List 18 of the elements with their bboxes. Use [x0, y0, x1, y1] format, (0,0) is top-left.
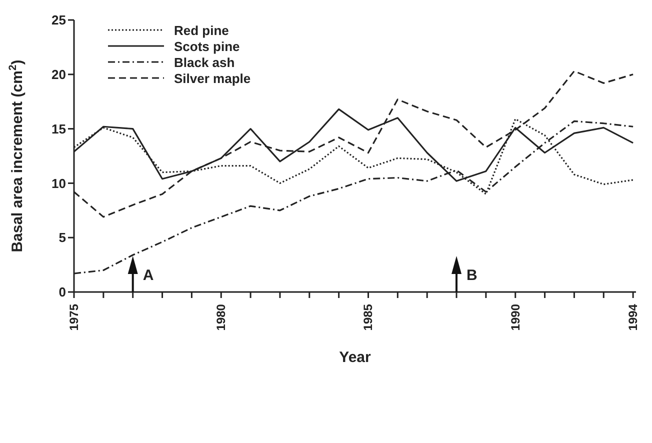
legend-label: Silver maple — [174, 70, 251, 86]
y-tick-label: 5 — [58, 230, 66, 246]
x-tick-label: 1985 — [361, 304, 376, 331]
x-tick-label: 1975 — [67, 304, 81, 331]
ref-line-label: B — [466, 267, 478, 284]
legend-label: Black ash — [174, 54, 235, 70]
y-tick-label: 15 — [52, 121, 66, 136]
x-tick-label: 1980 — [214, 304, 228, 331]
x-axis-title: Year — [339, 349, 372, 366]
x-tick-label: 1990 — [508, 304, 522, 331]
y-tick-label: 20 — [52, 67, 66, 82]
x-tick-label: 1994 — [626, 304, 640, 331]
legend-label: Red pine — [174, 22, 229, 38]
y-tick-label: 10 — [52, 176, 66, 191]
y-tick-label: 25 — [52, 12, 66, 28]
ref-line-label: A — [142, 267, 154, 284]
legend-label: Scots pine — [174, 38, 240, 54]
y-tick-label: 0 — [58, 284, 66, 300]
